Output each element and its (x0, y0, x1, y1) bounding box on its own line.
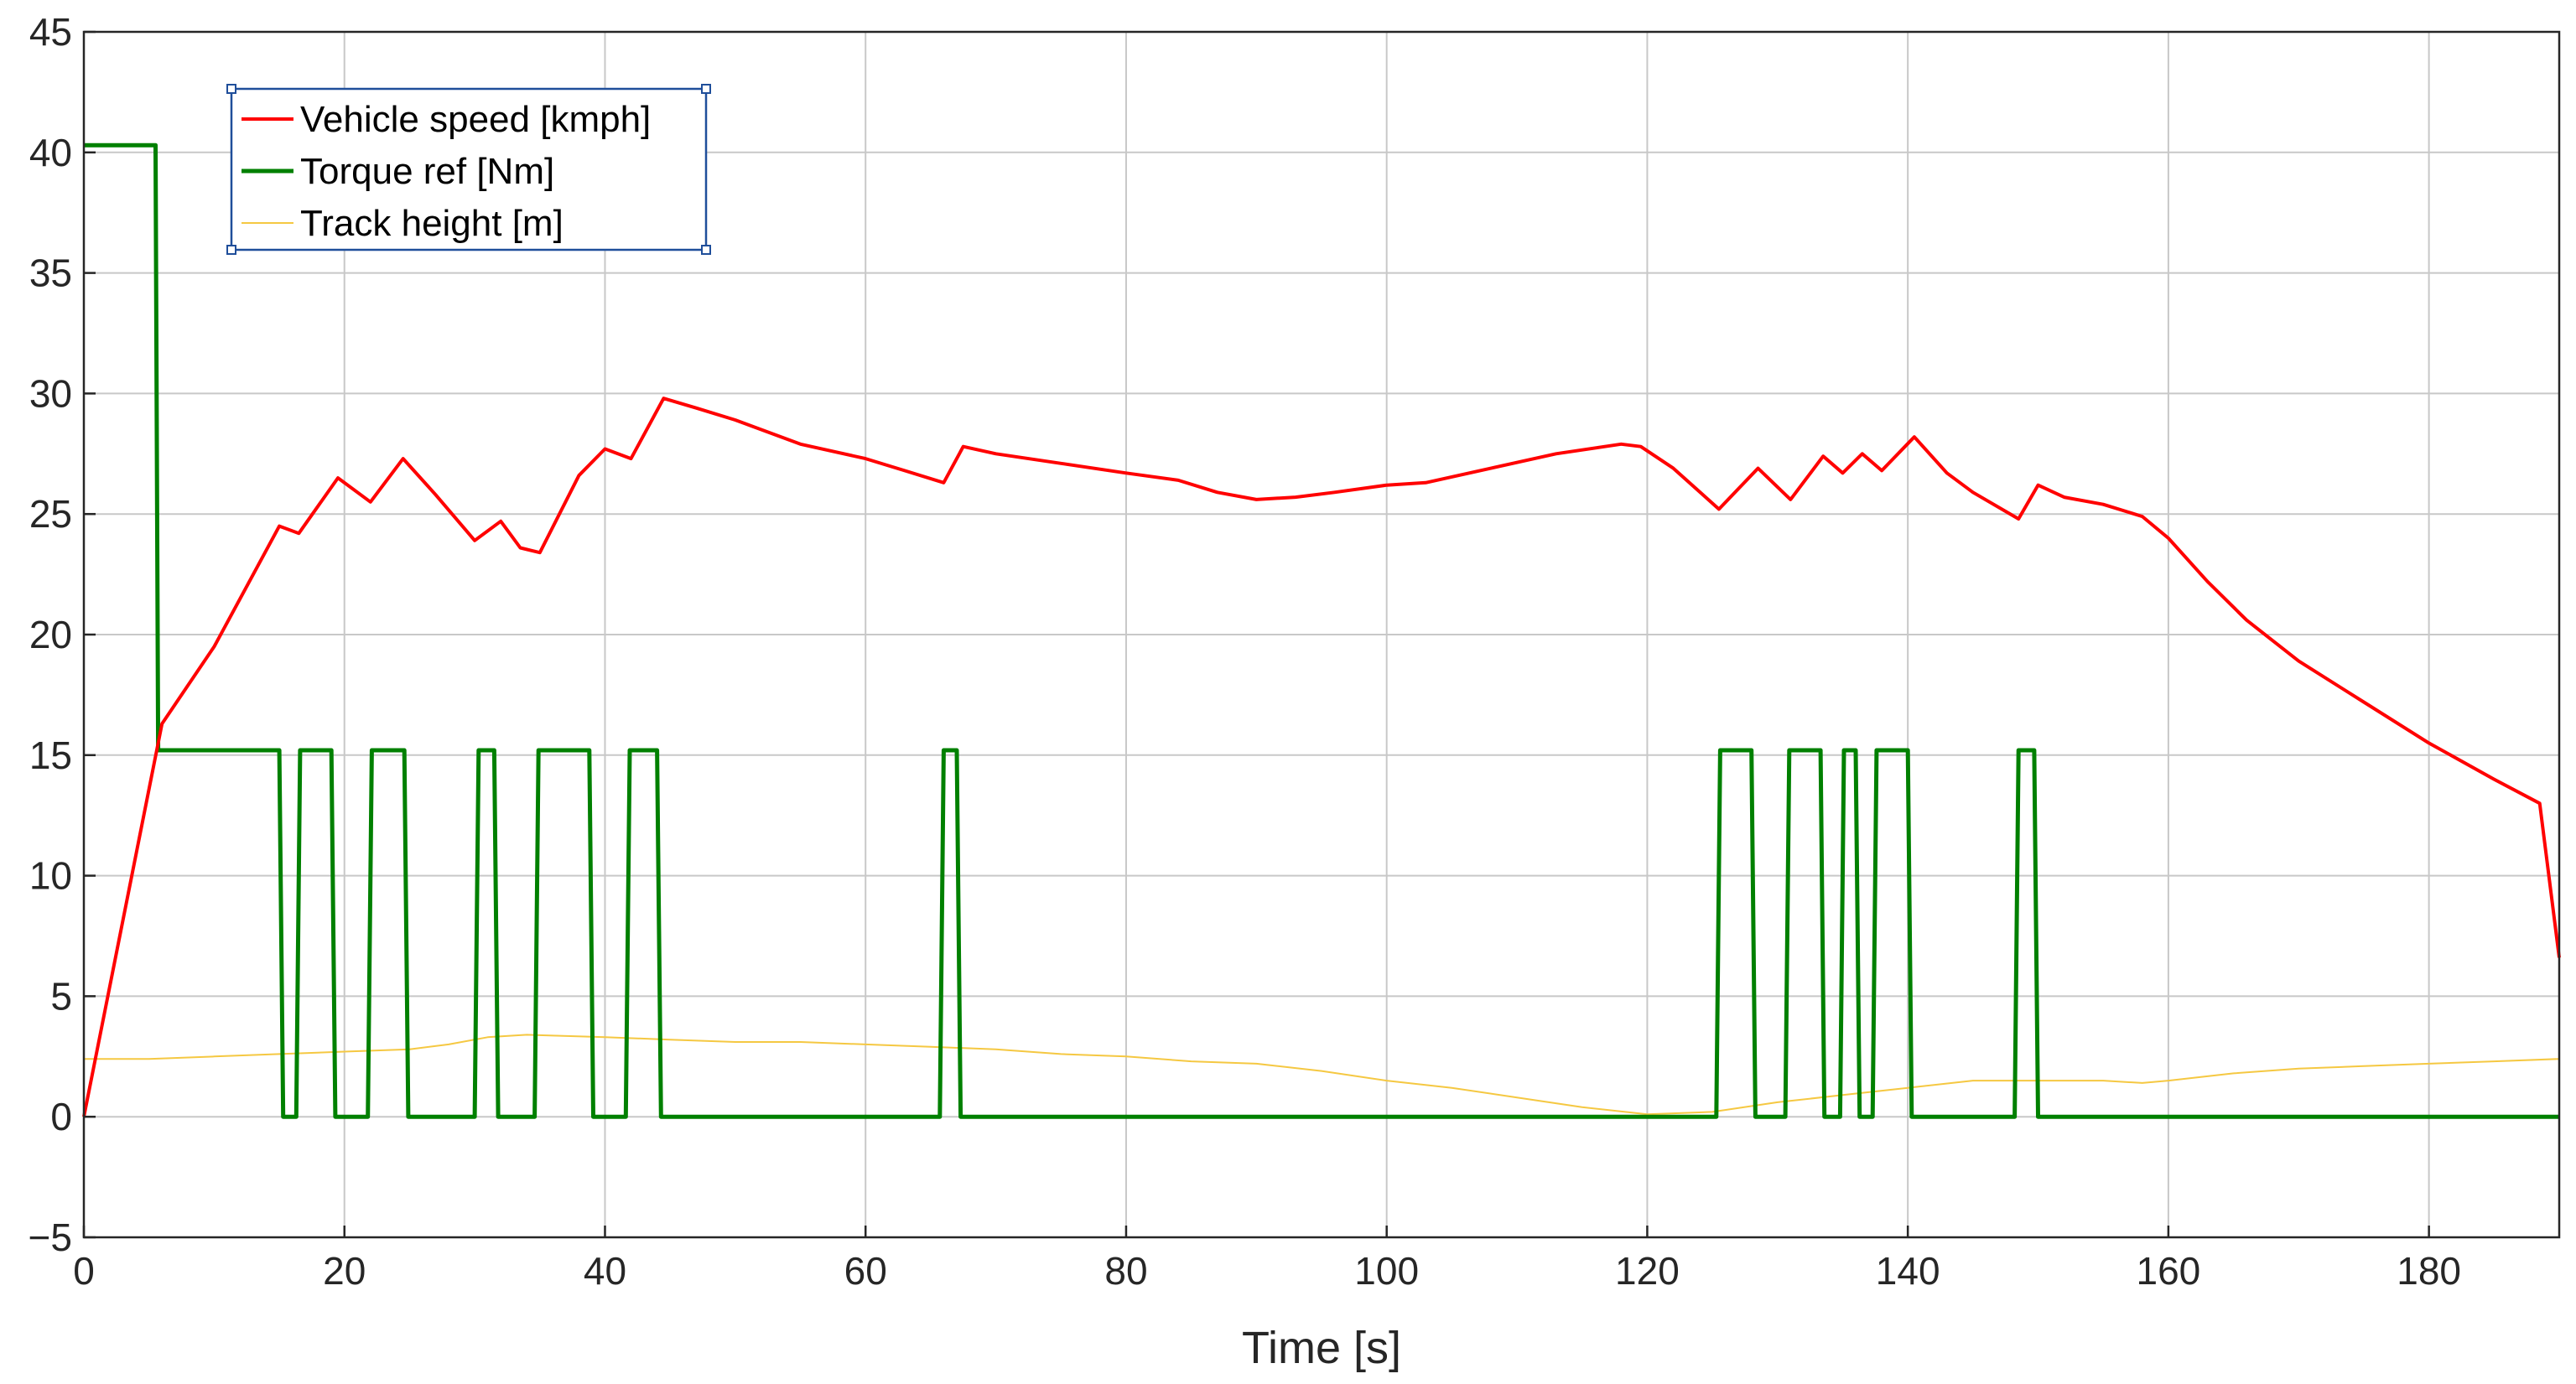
x-axis-ticks: 0 20 40 60 80 100 120 140 160 180 (73, 1226, 2461, 1293)
legend-entry: Torque ref [Nm] (300, 151, 554, 192)
x-tick-label: 40 (584, 1249, 626, 1293)
y-tick-label: 40 (29, 131, 72, 174)
legend-resize-handle[interactable] (701, 84, 711, 94)
legend-entry: Vehicle speed [kmph] (300, 99, 651, 140)
legend-resize-handle[interactable] (701, 245, 711, 255)
x-tick-label: 0 (73, 1249, 95, 1293)
legend-resize-handle[interactable] (226, 245, 236, 255)
y-tick-label: 30 (29, 371, 72, 415)
legend-box (230, 87, 708, 251)
series-layer (82, 143, 2561, 1119)
x-tick-label: 100 (1354, 1249, 1419, 1293)
x-tick-label: 20 (323, 1249, 366, 1293)
y-tick-label: 20 (29, 613, 72, 656)
x-tick-label: 60 (844, 1249, 887, 1293)
x-tick-label: 140 (1876, 1249, 1940, 1293)
y-tick-label: 45 (29, 10, 72, 54)
y-tick-label: 0 (50, 1095, 72, 1138)
series-line-torque-ref-nm (84, 143, 2559, 1119)
y-tick-label: 25 (29, 492, 72, 536)
x-tick-label: 160 (2137, 1249, 2201, 1293)
y-tick-label: 35 (29, 251, 72, 295)
y-tick-label: −5 (29, 1216, 72, 1259)
y-tick-label: 10 (29, 854, 72, 898)
legend[interactable]: Vehicle speed [kmph] Torque ref [Nm] Track… (226, 84, 711, 255)
series-line-vehicle-speed-kmph (82, 397, 2561, 1117)
x-axis-label: Time [s] (1242, 1323, 1401, 1373)
y-tick-label: 15 (29, 733, 72, 777)
legend-entry: Track height [m] (300, 203, 564, 244)
legend-resize-handle[interactable] (226, 84, 236, 94)
x-tick-label: 80 (1104, 1249, 1147, 1293)
y-axis-ticks: −5 0 5 10 15 20 25 30 35 40 45 (29, 10, 96, 1259)
x-tick-label: 120 (1615, 1249, 1680, 1293)
y-tick-label: 5 (50, 974, 72, 1018)
x-tick-label: 180 (2397, 1249, 2461, 1293)
